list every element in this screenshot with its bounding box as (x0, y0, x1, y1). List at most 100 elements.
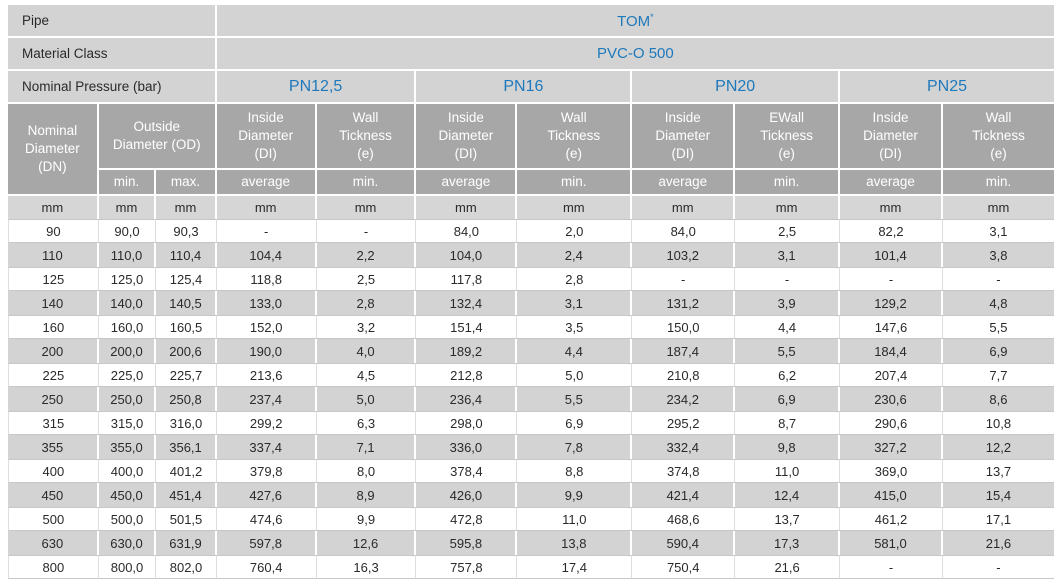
cell: 2,4 (517, 243, 633, 267)
cell: 298,0 (416, 411, 518, 435)
pn-value-pn16: PN16 (416, 71, 633, 104)
cell: 160,5 (156, 315, 217, 339)
cell: 3,1 (735, 243, 841, 267)
cell: 299,2 (216, 411, 317, 435)
cell: 378,4 (416, 459, 518, 483)
cell: 117,8 (416, 267, 518, 291)
header-nominal-diameter: Nominal Diameter (DN) (8, 104, 99, 196)
cell: 236,4 (416, 387, 518, 411)
cell: - (632, 267, 736, 291)
material-class-row: Material Class PVC-O 500 (8, 38, 1054, 71)
cell: 760,4 (216, 555, 317, 579)
cell: 131,2 (632, 291, 736, 315)
header-wall-thickness-pn125: Wall Tickness (e) (316, 104, 417, 170)
table-row: 800 800,0 802,0 760,4 16,3 757,8 17,4 750,4 21,6… (8, 555, 1054, 579)
table-row: 90 90,0 90,3- -84,0 2,0 84,0 2,5 82,2 3,1 (8, 219, 1054, 243)
cell: 472,8 (416, 507, 518, 531)
cell: 152,0 (216, 315, 317, 339)
unit-cell: mm (942, 196, 1054, 219)
cell: 17,4 (517, 555, 633, 579)
cell: 210,8 (632, 363, 736, 387)
subheader-id-average-pn25: average (840, 170, 943, 196)
subheader-id-average-pn125: average (216, 170, 317, 196)
cell: 374,8 (632, 459, 736, 483)
cell: 13,8 (517, 531, 633, 555)
header-wall-thickness-pn25: Wall Tickness (e) (942, 104, 1054, 170)
table-row: 125 125,0 125,4 118,8 2,5 117,8 2,8- - - - (8, 267, 1054, 291)
cell: 12,6 (316, 531, 417, 555)
cell: 12,4 (735, 483, 841, 507)
cell: 207,4 (840, 363, 943, 387)
header-inside-diameter-pn125: Inside Diameter (DI) (216, 104, 317, 170)
cell: 250,8 (156, 387, 217, 411)
cell: 450 (8, 483, 99, 507)
cell: 21,6 (735, 555, 841, 579)
table-row: 500 500,0 501,5 474,6 9,9 472,8 11,0 468,6 13,7 4… (8, 507, 1054, 531)
cell: 2,2 (316, 243, 417, 267)
cell: 4,4 (735, 315, 841, 339)
info-section: Pipe TOM* Material Class PVC-O 500 Nomin… (8, 5, 1054, 219)
table-row: 200 200,0 200,6 190,0 4,0 189,2 4,4 187,4 5,5 184… (8, 339, 1054, 363)
cell: 337,4 (216, 435, 317, 459)
cell: 474,6 (216, 507, 317, 531)
cell: 7,8 (517, 435, 633, 459)
cell: 140,0 (98, 291, 157, 315)
cell: 7,7 (942, 363, 1054, 387)
cell: 225,0 (98, 363, 157, 387)
cell: 84,0 (632, 219, 736, 243)
cell: 757,8 (416, 555, 518, 579)
cell: 500 (8, 507, 99, 531)
cell: 3,1 (942, 219, 1054, 243)
pipe-row: Pipe TOM* (8, 5, 1054, 38)
cell: 15,4 (942, 483, 1054, 507)
cell: 4,4 (517, 339, 633, 363)
cell: - (942, 267, 1054, 291)
cell: - (840, 267, 943, 291)
cell: 125 (8, 267, 99, 291)
cell: 468,6 (632, 507, 736, 531)
unit-cell: mm (840, 196, 943, 219)
cell: 110 (8, 243, 99, 267)
cell: 6,9 (517, 411, 633, 435)
cell: 12,2 (942, 435, 1054, 459)
cell: 147,6 (840, 315, 943, 339)
table-row: 450 450,0 451,4 427,6 8,9 426,0 9,9 421,4 12,4 41… (8, 483, 1054, 507)
cell: 421,4 (632, 483, 736, 507)
subheader-wall-min-pn25: min. (942, 170, 1054, 196)
cell: 230,6 (840, 387, 943, 411)
cell: 90,3 (156, 219, 217, 243)
cell: 379,8 (216, 459, 317, 483)
material-class-value: PVC-O 500 (216, 38, 1054, 71)
cell: 6,2 (735, 363, 841, 387)
table-row: 140 140,0 140,5 133,0 2,8 132,4 3,1 131,2 3,9 129… (8, 291, 1054, 315)
cell: 597,8 (216, 531, 317, 555)
cell: 2,8 (517, 267, 633, 291)
subheader-id-average-pn20: average (632, 170, 736, 196)
cell: 356,1 (156, 435, 217, 459)
subheader-od-max: max. (156, 170, 217, 196)
cell: 5,5 (942, 315, 1054, 339)
cell: 237,4 (216, 387, 317, 411)
cell: 9,9 (316, 507, 417, 531)
cell: 250 (8, 387, 99, 411)
cell: 2,5 (735, 219, 841, 243)
cell: 110,0 (98, 243, 157, 267)
cell: 187,4 (632, 339, 736, 363)
header-wall-thickness-pn20: EWall Tickness (e) (735, 104, 841, 170)
cell: 595,8 (416, 531, 518, 555)
cell: 630,0 (98, 531, 157, 555)
cell: - (942, 555, 1054, 579)
cell: 7,1 (316, 435, 417, 459)
cell: 104,0 (416, 243, 518, 267)
cell: 103,2 (632, 243, 736, 267)
cell: 315,0 (98, 411, 157, 435)
cell: 8,7 (735, 411, 841, 435)
unit-cell: mm (216, 196, 317, 219)
brand-mark: * (650, 11, 654, 22)
cell: 5,5 (735, 339, 841, 363)
cell: 125,4 (156, 267, 217, 291)
cell: 427,6 (216, 483, 317, 507)
cell: 190,0 (216, 339, 317, 363)
cell: 5,0 (517, 363, 633, 387)
table-row: 315 315,0 316,0 299,2 6,3 298,0 6,9 295,2 8,7 290… (8, 411, 1054, 435)
